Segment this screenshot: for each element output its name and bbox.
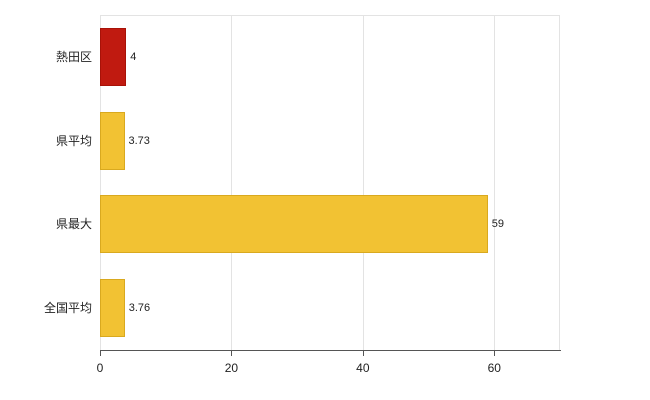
x-tick-mark <box>231 351 233 356</box>
category-label: 県最大 <box>55 217 92 232</box>
value-label: 3.76 <box>128 302 151 315</box>
bar-2 <box>100 111 125 170</box>
category-label: 熱田区 <box>55 49 92 64</box>
bar-1 <box>100 27 127 86</box>
gridline <box>494 15 496 350</box>
value-label: 59 <box>491 218 504 231</box>
x-tick-mark <box>362 351 364 356</box>
gridline <box>100 15 101 350</box>
x-tick-label: 0 <box>96 361 104 375</box>
plot-area <box>100 15 560 350</box>
x-axis <box>100 350 561 351</box>
bar-4 <box>100 279 125 338</box>
category-label: 全国平均 <box>43 301 92 316</box>
gridline <box>231 15 233 350</box>
value-label: 4 <box>130 50 137 63</box>
x-tick-label: 60 <box>487 361 501 375</box>
gridline <box>362 15 364 350</box>
value-label: 3.73 <box>128 134 150 147</box>
category-label: 県平均 <box>55 133 92 148</box>
x-tick-mark <box>100 351 101 356</box>
x-tick-label: 40 <box>356 361 370 375</box>
x-tick-label: 20 <box>224 361 239 375</box>
bar-3 <box>100 195 488 254</box>
x-tick-mark <box>494 351 496 356</box>
